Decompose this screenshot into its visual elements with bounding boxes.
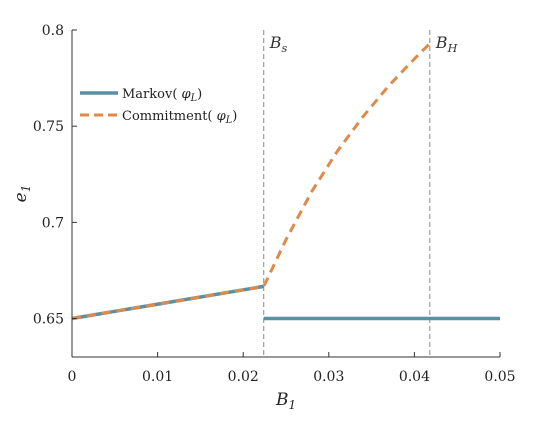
x-tick-label: 0.02	[228, 369, 259, 385]
x-axis-title: B1	[275, 390, 296, 412]
y-tick-label: 0.75	[33, 119, 64, 135]
guide-lines	[263, 30, 431, 357]
legend: Markov( φL) Commitment( φL)	[80, 87, 237, 126]
series-lines	[71, 42, 500, 321]
y-tick-label: 0.7	[42, 215, 64, 231]
series-line-commitment-0	[71, 42, 431, 321]
x-tick-label: 0	[68, 369, 77, 385]
y-tick-label: 0.8	[42, 23, 64, 39]
annotation-label-h: BH	[435, 33, 458, 55]
legend-label-markov: Markov( φL)	[122, 87, 202, 104]
x-tick-label: 0.04	[399, 369, 430, 385]
axes	[71, 29, 501, 358]
axis-titles: B1 e1	[11, 185, 296, 412]
y-axis-title: e1	[11, 185, 33, 203]
tick-labels: 0 0.01 0.02 0.03 0.04 0.05 0.65 0.7 0.75 0.8	[33, 23, 516, 385]
annotation-label-s: Bs	[269, 33, 288, 55]
x-tick-label: 0.05	[484, 369, 515, 385]
annotations: Bs BH	[269, 33, 458, 55]
x-tick-label: 0.03	[313, 369, 344, 385]
legend-label-commitment: Commitment( φL)	[122, 109, 237, 126]
x-tick-label: 0.01	[142, 369, 173, 385]
y-tick-label: 0.65	[33, 312, 64, 328]
